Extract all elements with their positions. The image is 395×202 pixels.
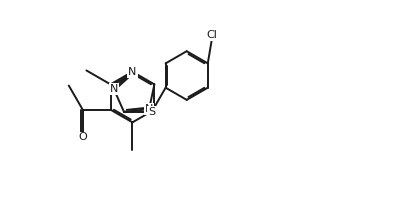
Text: N: N xyxy=(109,84,118,94)
Text: O: O xyxy=(78,133,87,142)
Text: N: N xyxy=(145,104,153,114)
Text: Cl: Cl xyxy=(206,30,217,40)
Text: N: N xyxy=(128,67,137,77)
Text: S: S xyxy=(148,107,155,117)
